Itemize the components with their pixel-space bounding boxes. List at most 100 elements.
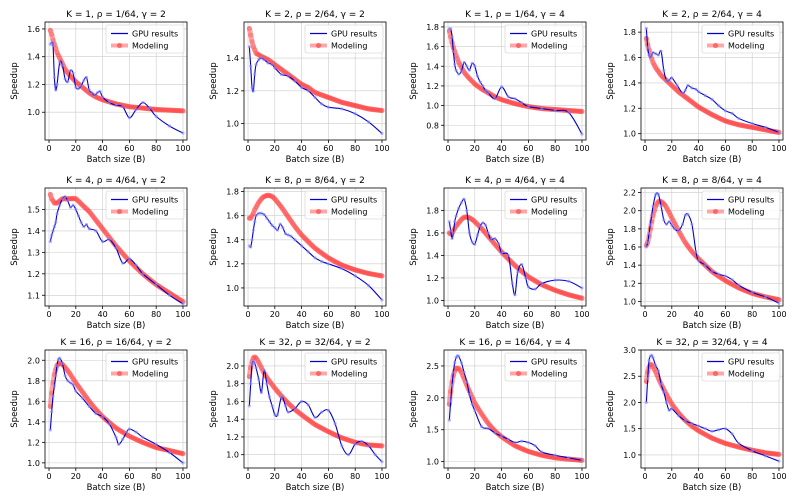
modeling-marker [705, 109, 711, 115]
gpu-marker [710, 97, 714, 101]
y-tick-label: 1.4 [426, 251, 439, 260]
legend-gpu-label: GPU results [728, 358, 774, 367]
modeling-marker [704, 432, 710, 438]
modeling-marker [93, 406, 99, 413]
modeling-marker [90, 214, 96, 220]
modeling-marker [374, 107, 380, 113]
modeling-marker [276, 390, 282, 396]
modeling-marker [53, 45, 59, 51]
x-tick-label: 100 [175, 144, 190, 153]
modeling-marker [379, 107, 385, 114]
modeling-marker [90, 403, 96, 409]
modeling-marker [82, 86, 88, 93]
modeling-marker [345, 437, 352, 443]
modeling-marker [480, 413, 486, 419]
modeling-marker [679, 235, 686, 241]
modeling-marker [689, 423, 695, 429]
modeling-marker [737, 122, 743, 128]
modeling-marker [300, 413, 306, 419]
modeling-marker [545, 284, 552, 291]
modeling-marker [758, 449, 765, 455]
modeling-series [246, 192, 385, 279]
x-tick-label: 20 [270, 472, 280, 481]
modeling-marker [665, 207, 671, 213]
gpu-marker [326, 408, 330, 412]
gpu-marker [750, 449, 754, 453]
y-tick-label: 1.8 [426, 206, 439, 215]
modeling-marker [311, 244, 317, 250]
gpu-marker [262, 212, 266, 217]
gpu-marker [493, 236, 497, 241]
x-tick-label: 60 [124, 144, 134, 153]
legend-model-marker [515, 208, 522, 215]
x-tick-label: 40 [98, 310, 108, 319]
gpu-marker [60, 63, 65, 67]
gpu-marker [167, 451, 172, 455]
y-tick-label: 1.5 [623, 425, 636, 434]
modeling-marker [348, 102, 354, 108]
x-tick-label: 80 [747, 310, 757, 319]
gpu-marker [54, 220, 58, 224]
gpu-marker [74, 85, 78, 89]
legend-gpu-label: GPU results [331, 358, 377, 367]
x-tick-label: 100 [374, 144, 389, 153]
modeling-marker [74, 80, 80, 86]
legend-model-marker [712, 370, 719, 377]
modeling-marker [141, 105, 147, 111]
gpu-marker [313, 256, 317, 260]
modeling-marker [337, 261, 344, 267]
gpu-marker [340, 444, 344, 448]
gpu-marker [750, 121, 754, 126]
x-tick-label: 40 [98, 144, 108, 153]
modeling-marker [339, 99, 345, 105]
modeling-marker [332, 432, 338, 438]
gpu-marker [107, 100, 111, 105]
modeling-marker [706, 110, 712, 116]
modeling-marker [120, 429, 126, 435]
modeling-marker [289, 74, 295, 80]
modeling-marker [670, 403, 676, 409]
modeling-marker [344, 101, 350, 107]
modeling-marker [357, 104, 364, 110]
gpu-marker [651, 50, 655, 55]
modeling-marker [126, 433, 132, 439]
gpu-marker [360, 439, 364, 443]
modeling-marker [359, 269, 365, 275]
gpu-marker [510, 281, 514, 286]
gpu-marker [526, 104, 530, 109]
gpu-marker [326, 105, 330, 109]
gpu-marker [690, 421, 694, 426]
gpu-marker [493, 431, 497, 435]
modeling-marker [179, 108, 185, 114]
modeling-marker [276, 201, 282, 207]
modeling-marker [144, 441, 150, 447]
modeling-marker [54, 49, 60, 56]
modeling-marker [83, 395, 90, 401]
subplot-title: K = 8, ρ = 8/64, γ = 4 [662, 176, 762, 186]
axes-frame [243, 21, 387, 141]
modeling-marker [448, 388, 454, 395]
modeling-marker [578, 295, 584, 301]
gpu-marker [483, 223, 488, 227]
modeling-marker [179, 450, 185, 456]
x-tick-label: 100 [374, 310, 389, 319]
gpu-marker [750, 290, 754, 294]
gpu-marker [281, 226, 285, 230]
x-tick-label: 0 [445, 472, 450, 481]
modeling-marker [565, 292, 572, 298]
gpu-marker [87, 88, 91, 92]
gpu-marker [257, 377, 261, 381]
modeling-marker [472, 81, 478, 87]
modeling-marker [307, 418, 313, 424]
modeling-marker [180, 108, 186, 114]
modeling-marker [288, 403, 294, 409]
modeling-marker [453, 52, 459, 59]
modeling-marker [365, 106, 372, 112]
modeling-marker [349, 266, 356, 272]
modeling-marker [361, 269, 368, 276]
modeling-marker [77, 199, 83, 206]
modeling-marker [82, 393, 88, 399]
modeling-marker [374, 272, 380, 278]
gpu-marker [454, 214, 458, 218]
modeling-marker [81, 391, 87, 397]
